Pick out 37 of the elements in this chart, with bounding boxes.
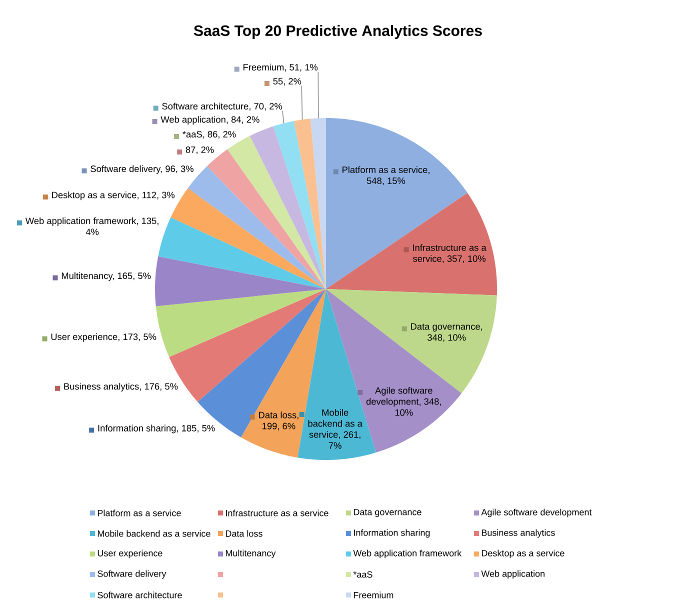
data-label: *aaS, 86, 2%: [182, 130, 236, 139]
data-label: Desktop as a service, 112, 3%: [52, 192, 175, 200]
data-label: Platform as a service, 548, 15%: [342, 166, 430, 186]
data-label: Mobile backend as a service, 261, 7%: [308, 409, 362, 449]
data-label: Data loss, 199, 6%: [259, 412, 298, 430]
legend-label: Agile software development: [481, 508, 592, 518]
legend-label: *aaS: [353, 571, 372, 578]
legend-label: User experience: [98, 550, 162, 558]
legend-label: Data loss: [226, 530, 262, 537]
legend-label: Information sharing: [354, 529, 430, 538]
data-label: Freemium, 51, 1%: [244, 64, 318, 72]
legend-label: Business analytics: [482, 529, 555, 538]
data-label: Information sharing, 185, 5%: [98, 424, 215, 434]
data-label: Infrastructure as a service, 357, 10%: [412, 244, 486, 263]
data-label: Web application, 84, 2%: [160, 116, 260, 125]
data-label: Software delivery, 96, 3%: [90, 165, 194, 174]
data-label: Software architecture, 70, 2%: [162, 102, 282, 111]
legend-label: Mobile backend as a service: [98, 530, 210, 537]
legend-label: Platform as a service: [98, 510, 181, 516]
data-label: Web application framework, 135, 4%: [25, 217, 158, 236]
legend-label: Multitenancy: [226, 550, 276, 558]
legend-label: Data governance: [354, 508, 422, 518]
data-label: Business analytics, 176, 5%: [64, 382, 178, 392]
legend-label: Infrastructure as a service: [226, 510, 328, 516]
legend-label: Web application framework: [353, 550, 462, 558]
data-label: Multitenancy, 165, 5%: [62, 272, 151, 281]
legend-label: Software architecture: [98, 592, 182, 598]
data-label: 87, 2%: [186, 146, 214, 154]
legend-label: Desktop as a service: [482, 550, 564, 558]
data-label: Agile software development, 348, 10%: [366, 387, 441, 416]
legend-label: Web application: [481, 570, 544, 579]
data-label: User experience, 173, 5%: [51, 333, 156, 342]
data-label: Data governance, 348, 10%: [411, 323, 482, 342]
chart-title: SaaS Top 20 Predictive Analytics Scores: [194, 24, 482, 39]
legend-label: Software delivery: [98, 570, 166, 579]
data-label: 55, 2%: [273, 78, 302, 86]
legend-label: Freemium: [354, 592, 394, 598]
